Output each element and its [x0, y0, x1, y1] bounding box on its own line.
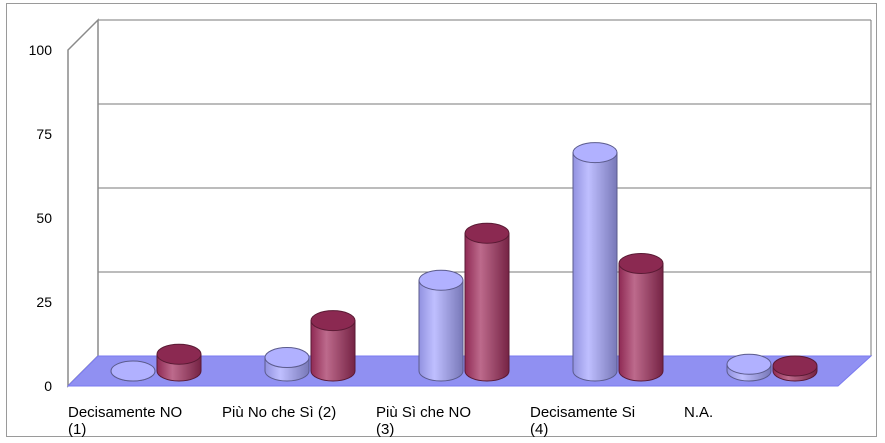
- category-label: (4): [530, 421, 548, 438]
- bar-cap: [110, 360, 156, 382]
- bar-cylinder: [418, 279, 464, 382]
- bar-cylinder: [310, 320, 356, 382]
- bar-cap: [310, 310, 356, 332]
- bar-cap: [618, 252, 664, 274]
- category-label: Decisamente Si: [530, 404, 635, 421]
- bar-cylinder: [572, 152, 618, 382]
- category-label: (3): [376, 421, 394, 438]
- bar-cap: [572, 142, 618, 164]
- category-label: Più No che Sì (2): [222, 404, 336, 421]
- y-tick-label: 50: [36, 210, 52, 226]
- bar-cylinder: [618, 262, 664, 382]
- bar-cap: [726, 353, 772, 375]
- bar-cap: [264, 347, 310, 369]
- category-label: Decisamente NO: [68, 404, 182, 421]
- category-label: Più Sì che NO: [376, 404, 471, 421]
- y-tick-label: 100: [29, 42, 53, 58]
- bar-cap: [418, 269, 464, 291]
- bar-cylinder: [464, 232, 510, 382]
- bar-cap: [772, 355, 818, 377]
- category-label: N.A.: [684, 404, 713, 421]
- bar-cap: [156, 343, 202, 365]
- y-tick-label: 25: [36, 294, 52, 310]
- y-tick-label: 75: [36, 126, 52, 142]
- y-tick-label: 0: [44, 378, 52, 394]
- category-label: (1): [68, 421, 86, 438]
- bar-cap: [464, 222, 510, 244]
- side-wall: [67, 18, 99, 388]
